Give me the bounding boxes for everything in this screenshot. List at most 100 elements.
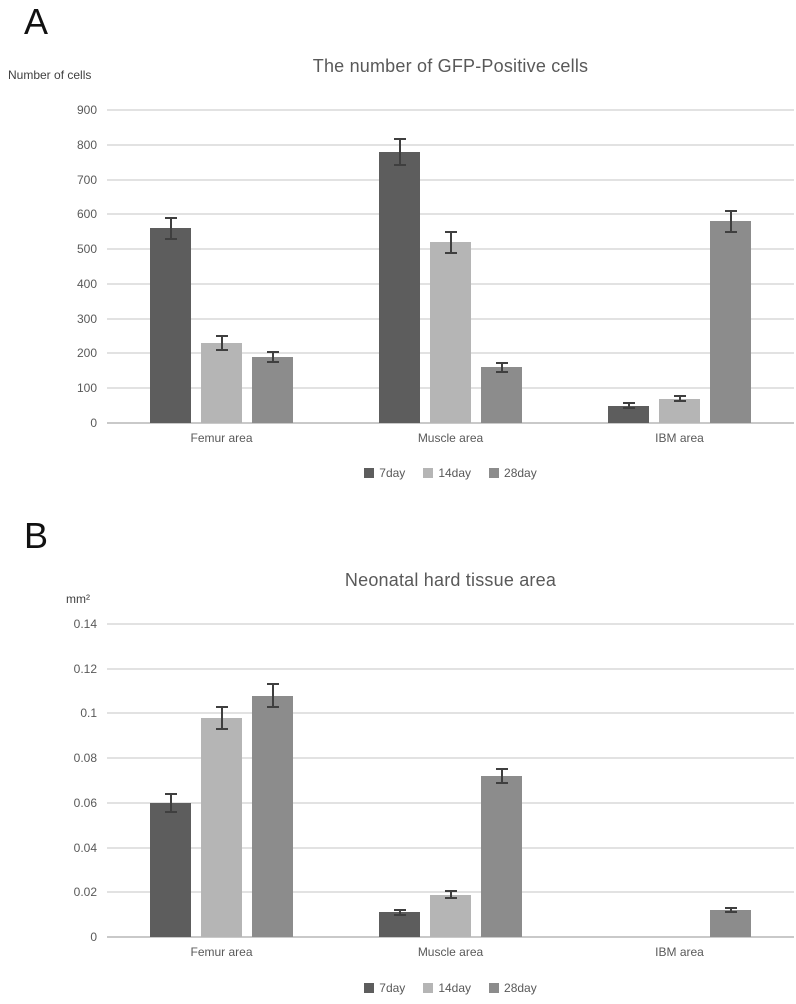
bar-28day-femur-area xyxy=(252,695,293,937)
bar-28day-muscle-area xyxy=(481,776,522,937)
error-bar-cap-top-7day-femur-area xyxy=(164,216,177,219)
bar-14day-muscle-area xyxy=(430,894,471,937)
x-category-label-ibm-area: IBM area xyxy=(655,431,704,445)
error-bar-28day-femur-area xyxy=(271,352,274,362)
error-bar-cap-bottom-28day-ibm-area xyxy=(724,911,737,914)
y-tick-label: 800 xyxy=(76,137,97,152)
error-bar-cap-bottom-14day-muscle-area xyxy=(444,251,457,254)
gridline-y-0.1 xyxy=(107,712,794,715)
gridline-y-0.06 xyxy=(107,801,794,804)
error-bar-14day-femur-area xyxy=(220,336,223,350)
x-category-label-femur-area: Femur area xyxy=(190,945,253,959)
gridline-y-600 xyxy=(107,213,794,216)
y-tick-label: 0.06 xyxy=(73,795,97,810)
error-bar-cap-top-14day-ibm-area xyxy=(673,394,686,397)
gridline-y-0.14 xyxy=(107,623,794,625)
error-bar-cap-bottom-28day-muscle-area xyxy=(495,370,508,373)
bar-14day-ibm-area xyxy=(659,398,700,423)
error-bar-cap-top-14day-femur-area xyxy=(215,335,228,338)
y-tick-label: 900 xyxy=(76,103,97,117)
y-tick-label: 700 xyxy=(76,172,97,187)
legend-item-14day: 14day xyxy=(423,981,471,995)
error-bar-cap-bottom-28day-muscle-area xyxy=(495,781,508,784)
error-bar-14day-muscle-area xyxy=(449,891,452,898)
panel-label-a: A xyxy=(24,1,49,42)
legend-swatch-icon-14day xyxy=(423,468,434,478)
legend-item-7day: 7day xyxy=(364,466,405,480)
error-bar-cap-top-7day-muscle-area xyxy=(393,909,406,912)
bar-7day-muscle-area xyxy=(379,912,420,937)
error-bar-28day-ibm-area xyxy=(729,210,732,232)
gridline-y-0.04 xyxy=(107,846,794,849)
y-tick-label: 200 xyxy=(76,346,97,361)
error-bar-7day-femur-area xyxy=(169,217,172,239)
y-tick-label: 0.1 xyxy=(80,706,97,721)
error-bar-cap-bottom-7day-femur-area xyxy=(164,810,177,813)
error-bar-cap-top-14day-muscle-area xyxy=(444,890,457,893)
error-bar-cap-bottom-28day-femur-area xyxy=(266,360,279,363)
bar-14day-femur-area xyxy=(201,343,242,423)
gridline-y-900 xyxy=(107,109,794,111)
bar-7day-femur-area xyxy=(150,228,191,423)
legend-label-28day: 28day xyxy=(504,466,537,480)
x-axis-line xyxy=(107,936,794,938)
error-bar-cap-top-28day-femur-area xyxy=(266,683,279,686)
y-tick-label: 100 xyxy=(76,381,97,396)
error-bar-cap-bottom-14day-muscle-area xyxy=(444,896,457,899)
y-axis-label-mm2: mm² xyxy=(66,592,90,606)
error-bar-cap-top-28day-femur-area xyxy=(266,351,279,354)
y-tick-label: 500 xyxy=(76,242,97,257)
bar-7day-ibm-area xyxy=(608,405,649,423)
legend-swatch-icon-14day xyxy=(423,983,434,993)
legend-label-7day: 7day xyxy=(379,981,406,995)
legend-swatch-icon-7day xyxy=(364,468,375,478)
error-bar-7day-muscle-area xyxy=(398,138,401,165)
error-bar-cap-top-28day-ibm-area xyxy=(724,906,737,909)
y-tick-label: 600 xyxy=(76,207,97,222)
error-bar-cap-bottom-7day-muscle-area xyxy=(393,913,406,916)
error-bar-14day-femur-area xyxy=(220,706,223,730)
error-bar-cap-bottom-7day-muscle-area xyxy=(393,163,406,166)
error-bar-28day-ibm-area xyxy=(729,907,732,913)
chart-title-gfp-positive-cells: The number of GFP-Positive cells xyxy=(312,56,589,76)
y-tick-label: 0.14 xyxy=(73,617,97,631)
gridline-y-800 xyxy=(107,143,794,146)
error-bar-cap-top-14day-muscle-area xyxy=(444,230,457,233)
legend-label-7day: 7day xyxy=(379,466,406,480)
error-bar-cap-bottom-7day-femur-area xyxy=(164,237,177,240)
bar-7day-muscle-area xyxy=(379,151,420,423)
bar-14day-femur-area xyxy=(201,717,242,937)
error-bar-7day-ibm-area xyxy=(627,402,630,409)
legend-label-28day: 28day xyxy=(504,981,537,995)
y-tick-label: 0 xyxy=(90,930,97,944)
error-bar-cap-top-7day-ibm-area xyxy=(622,401,635,404)
x-axis-line xyxy=(107,422,794,424)
bar-14day-muscle-area xyxy=(430,242,471,423)
error-bar-cap-bottom-14day-femur-area xyxy=(215,348,228,351)
bar-28day-ibm-area xyxy=(710,910,751,937)
legend-item-28day: 28day xyxy=(489,981,537,995)
legend-swatch-icon-28day xyxy=(489,468,500,478)
error-bar-cap-bottom-28day-ibm-area xyxy=(724,230,737,233)
error-bar-cap-top-7day-femur-area xyxy=(164,792,177,795)
y-tick-label: 0.12 xyxy=(73,661,97,676)
x-category-label-muscle-area: Muscle area xyxy=(417,431,484,445)
legend-label-14day: 14day xyxy=(438,466,472,480)
legend-item-7day: 7day xyxy=(364,981,405,995)
x-category-label-muscle-area: Muscle area xyxy=(417,945,484,959)
error-bar-cap-top-28day-ibm-area xyxy=(724,209,737,212)
panel-label-b: B xyxy=(24,515,49,556)
error-bar-cap-top-7day-muscle-area xyxy=(393,137,406,140)
error-bar-7day-muscle-area xyxy=(398,910,401,915)
legend-swatch-icon-7day xyxy=(364,983,375,993)
error-bar-cap-bottom-14day-ibm-area xyxy=(673,400,686,403)
y-tick-label: 400 xyxy=(76,276,97,291)
y-tick-label: 0.04 xyxy=(73,840,97,855)
error-bar-28day-femur-area xyxy=(271,684,274,707)
bar-28day-muscle-area xyxy=(481,367,522,423)
legend: 7day 14day 28day xyxy=(107,466,794,480)
bar-28day-ibm-area xyxy=(710,221,751,423)
